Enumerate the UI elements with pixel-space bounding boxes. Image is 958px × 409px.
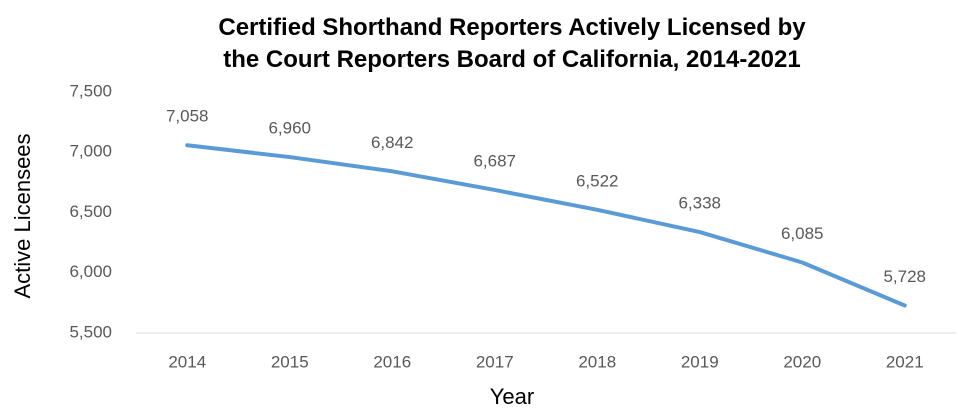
data-label: 6,338 xyxy=(678,194,721,213)
x-tick-label: 2020 xyxy=(783,352,821,371)
x-tick-label: 2015 xyxy=(271,352,309,371)
x-tick-label: 2021 xyxy=(886,352,924,371)
data-label: 6,842 xyxy=(371,133,414,152)
data-label: 7,058 xyxy=(166,107,209,126)
data-label: 6,085 xyxy=(781,224,824,243)
x-tick-label: 2014 xyxy=(168,352,206,371)
line xyxy=(185,143,907,308)
x-tick-label: 2016 xyxy=(373,352,411,371)
y-axis-label: Active Licensees xyxy=(10,133,35,298)
x-axis-label: Year xyxy=(490,384,534,409)
chart-title: Certified Shorthand Reporters Actively L… xyxy=(218,14,806,73)
y-tick-label: 5,500 xyxy=(69,322,112,341)
x-tick-label: 2018 xyxy=(578,352,616,371)
y-tick-label: 7,000 xyxy=(69,142,112,161)
y-tick-label: 6,500 xyxy=(69,202,112,221)
data-label: 6,522 xyxy=(576,171,619,190)
data-label: 6,687 xyxy=(473,151,516,170)
x-tick-label: 2017 xyxy=(476,352,514,371)
y-tick-label: 7,500 xyxy=(69,81,112,100)
x-tick-label: 2019 xyxy=(681,352,719,371)
y-tick-label: 6,000 xyxy=(69,262,112,281)
data-label: 5,728 xyxy=(883,267,926,286)
data-label: 6,960 xyxy=(268,119,311,138)
